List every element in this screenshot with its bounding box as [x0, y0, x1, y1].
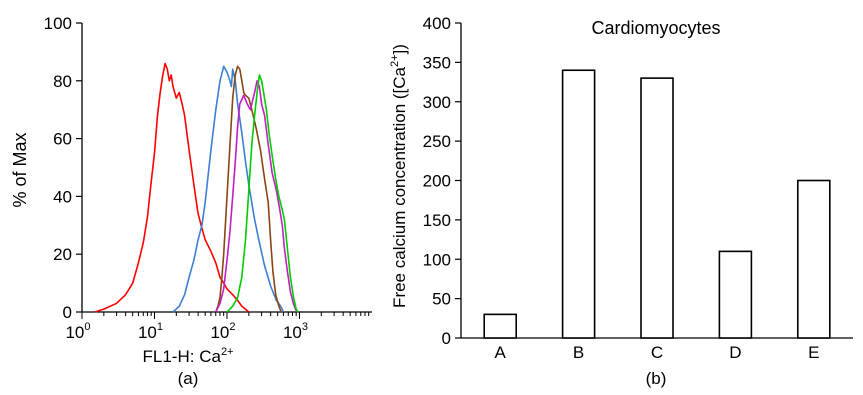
histogram-y-ticks: 0 20 40 60 80 100 — [44, 14, 82, 322]
bar — [483, 313, 518, 339]
bar — [640, 77, 674, 339]
histogram-y-tick-label: 100 — [44, 14, 72, 33]
histogram-x-tick-label: 103 — [283, 321, 308, 342]
histogram-series-line — [226, 74, 299, 313]
bar-chart-y-tick-label: 250 — [423, 132, 451, 151]
bar-chart-y-tick-label: 200 — [423, 172, 451, 191]
bar-chart-category-label: B — [573, 343, 584, 362]
histogram-y-tick-label: 60 — [53, 130, 72, 149]
calcium-bar-chart: 0 50 100 150 200 250 300 350 400 A B C D E Cardiomyo… — [389, 14, 853, 388]
bar-chart-y-tick-label: 100 — [423, 250, 451, 269]
bar-chart-y-axis-label: Free calcium concentration ([Ca2+]) — [389, 44, 409, 308]
bar-chart-category-label: E — [808, 343, 819, 362]
histogram-x-tick-label: 101 — [138, 321, 163, 342]
histogram-y-tick-label: 40 — [53, 187, 72, 206]
histogram-y-axis-label: % of Max — [10, 132, 30, 207]
histogram-x-ticks: 100 101 102 103 — [65, 312, 370, 342]
bar-chart-x-ticks: A B C D E — [495, 343, 820, 362]
histogram-y-tick-label: 20 — [53, 245, 72, 264]
bar-chart-category-label: D — [729, 343, 741, 362]
bar-chart-y-tick-label: 50 — [432, 290, 451, 309]
histogram-series-group — [94, 62, 299, 313]
bar-chart-y-ticks: 0 50 100 150 200 250 300 350 400 — [423, 14, 461, 348]
histogram-series-line — [215, 65, 282, 313]
panel-a-label: (a) — [178, 369, 199, 388]
bar-chart-y-tick-label: 350 — [423, 53, 451, 72]
bar — [796, 179, 831, 339]
histogram-series-line — [172, 65, 285, 313]
bar-chart-category-label: C — [651, 343, 663, 362]
bar-chart-y-tick-label: 0 — [442, 329, 451, 348]
bar-chart-y-tick-label: 400 — [423, 14, 451, 33]
histogram-x-tick-label: 102 — [210, 321, 235, 342]
panel-b-label: (b) — [646, 369, 667, 388]
bar — [718, 250, 753, 339]
bar-chart-category-label: A — [495, 343, 507, 362]
bar-chart-bars — [483, 69, 831, 339]
bar-chart-y-tick-label: 150 — [423, 211, 451, 230]
histogram-y-tick-label: 0 — [63, 303, 72, 322]
histogram-series-line — [215, 80, 298, 313]
histogram-x-tick-label: 100 — [65, 321, 90, 342]
histogram-y-tick-label: 80 — [53, 72, 72, 91]
bar — [561, 69, 596, 339]
flow-cytometry-histogram: 0 20 40 60 80 100 100 101 102 103 % of Max FL1-H… — [10, 14, 372, 388]
bar-chart-y-tick-label: 300 — [423, 93, 451, 112]
bar-chart-title: Cardiomyocytes — [591, 18, 720, 38]
histogram-x-axis-label: FL1-H: Ca2+ — [143, 346, 234, 366]
